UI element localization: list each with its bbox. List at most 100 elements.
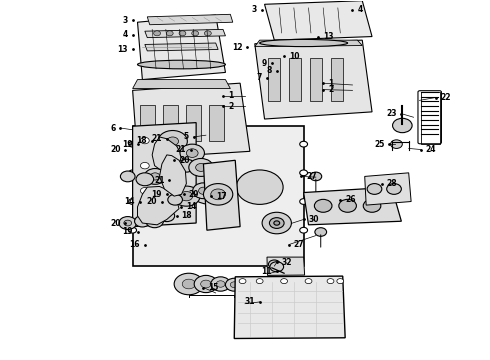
Polygon shape <box>145 30 225 38</box>
Polygon shape <box>138 15 225 80</box>
Text: 20: 20 <box>110 145 121 154</box>
Text: 18: 18 <box>181 211 192 220</box>
Circle shape <box>129 199 137 204</box>
Circle shape <box>129 170 137 176</box>
Text: 21: 21 <box>151 134 162 143</box>
Circle shape <box>186 149 198 157</box>
Circle shape <box>270 218 284 228</box>
Polygon shape <box>304 187 401 225</box>
Circle shape <box>256 279 263 284</box>
Circle shape <box>166 31 173 36</box>
Circle shape <box>179 31 186 36</box>
Circle shape <box>274 221 280 225</box>
Ellipse shape <box>260 40 347 46</box>
Circle shape <box>135 216 150 227</box>
Circle shape <box>141 209 149 216</box>
Circle shape <box>150 173 160 180</box>
Text: 14: 14 <box>186 202 197 211</box>
Text: 27: 27 <box>294 240 304 249</box>
Circle shape <box>315 199 332 212</box>
Polygon shape <box>140 105 155 140</box>
Text: 18: 18 <box>137 136 147 145</box>
Polygon shape <box>145 43 218 51</box>
Text: 16: 16 <box>129 240 140 249</box>
Circle shape <box>300 199 308 204</box>
Circle shape <box>121 171 135 182</box>
Circle shape <box>315 228 327 236</box>
Text: 27: 27 <box>306 172 317 181</box>
Circle shape <box>216 281 225 287</box>
Circle shape <box>327 279 334 284</box>
Circle shape <box>174 273 203 295</box>
Text: 20: 20 <box>179 156 190 165</box>
Polygon shape <box>159 155 186 196</box>
Polygon shape <box>311 58 322 101</box>
Text: 31: 31 <box>245 297 255 306</box>
Polygon shape <box>203 160 240 230</box>
Text: 19: 19 <box>151 190 162 199</box>
Polygon shape <box>152 137 181 171</box>
Circle shape <box>200 280 211 288</box>
Circle shape <box>182 279 196 289</box>
Circle shape <box>211 189 225 200</box>
Text: 19: 19 <box>122 228 133 237</box>
Circle shape <box>167 137 178 145</box>
Circle shape <box>236 170 283 204</box>
Circle shape <box>177 159 195 172</box>
Circle shape <box>391 140 402 148</box>
Circle shape <box>159 210 174 222</box>
Text: 4: 4 <box>122 30 128 39</box>
Circle shape <box>339 199 356 212</box>
Text: 5: 5 <box>184 132 189 141</box>
Text: 21: 21 <box>154 176 164 185</box>
Text: 24: 24 <box>426 145 436 154</box>
Text: 28: 28 <box>387 179 397 188</box>
Text: 13: 13 <box>117 45 128 54</box>
Circle shape <box>367 184 382 194</box>
Circle shape <box>139 170 185 204</box>
Text: 15: 15 <box>208 283 219 292</box>
Circle shape <box>204 31 211 36</box>
Circle shape <box>262 212 292 234</box>
Circle shape <box>225 278 243 291</box>
Circle shape <box>145 168 166 184</box>
Circle shape <box>136 173 154 186</box>
Polygon shape <box>133 126 304 266</box>
Text: 3: 3 <box>122 16 128 25</box>
Circle shape <box>337 279 343 284</box>
Circle shape <box>180 192 193 201</box>
Text: 14: 14 <box>124 197 135 206</box>
Circle shape <box>129 141 137 147</box>
Circle shape <box>141 162 149 169</box>
Circle shape <box>189 158 213 176</box>
Polygon shape <box>133 123 196 226</box>
Polygon shape <box>290 58 301 101</box>
Circle shape <box>168 194 182 205</box>
Circle shape <box>141 188 149 194</box>
Circle shape <box>387 184 401 194</box>
Text: 23: 23 <box>386 109 396 118</box>
Circle shape <box>203 184 233 205</box>
Text: 30: 30 <box>309 215 319 224</box>
Polygon shape <box>163 105 177 140</box>
Circle shape <box>270 262 284 272</box>
Text: 9: 9 <box>262 59 267 68</box>
Text: 13: 13 <box>323 32 334 41</box>
Polygon shape <box>365 173 411 205</box>
Circle shape <box>193 183 214 199</box>
Circle shape <box>119 217 137 229</box>
Polygon shape <box>255 40 372 119</box>
Polygon shape <box>267 257 305 275</box>
Circle shape <box>192 31 198 36</box>
Polygon shape <box>138 186 179 225</box>
Text: 20: 20 <box>110 219 121 228</box>
Circle shape <box>146 215 163 228</box>
Text: 12: 12 <box>232 43 243 52</box>
Text: 2: 2 <box>228 102 233 111</box>
Circle shape <box>239 279 246 284</box>
Text: 7: 7 <box>257 73 262 82</box>
Text: 26: 26 <box>345 195 356 204</box>
Text: 2: 2 <box>328 85 333 94</box>
Circle shape <box>158 131 187 152</box>
Polygon shape <box>269 58 280 101</box>
